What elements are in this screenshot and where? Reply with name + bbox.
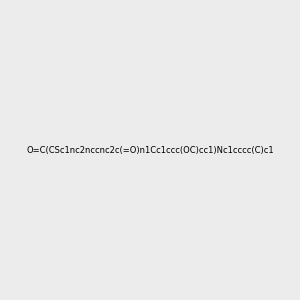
Text: O=C(CSc1nc2nccnc2c(=O)n1Cc1ccc(OC)cc1)Nc1cccc(C)c1: O=C(CSc1nc2nccnc2c(=O)n1Cc1ccc(OC)cc1)Nc… xyxy=(26,146,274,154)
